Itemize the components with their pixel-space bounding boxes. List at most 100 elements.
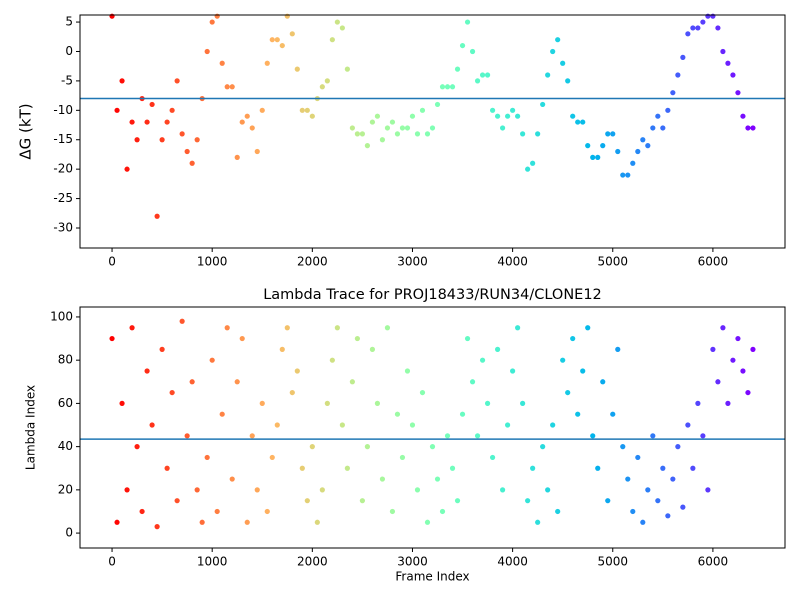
y-tick-label: -25	[53, 191, 73, 205]
point	[404, 125, 411, 131]
point	[695, 25, 701, 31]
point	[209, 19, 215, 25]
point	[269, 454, 275, 461]
point	[424, 131, 431, 137]
point	[650, 433, 656, 439]
point	[409, 422, 416, 428]
point	[575, 411, 581, 417]
point	[474, 78, 481, 84]
point	[164, 119, 170, 125]
point	[660, 125, 666, 131]
point	[239, 335, 245, 342]
point	[570, 113, 576, 119]
x-tick-label: 3000	[397, 255, 428, 269]
point	[329, 37, 335, 43]
x-tick-label: 4000	[497, 555, 528, 569]
x-tick-label: 6000	[698, 555, 729, 569]
point	[710, 13, 716, 19]
point	[535, 131, 541, 137]
point	[735, 90, 741, 96]
point	[159, 346, 165, 352]
point	[459, 411, 466, 417]
point	[494, 346, 501, 352]
point	[374, 113, 381, 119]
point	[419, 107, 426, 113]
point	[149, 101, 155, 108]
point	[520, 400, 526, 406]
point	[309, 113, 315, 119]
point	[610, 131, 616, 137]
point	[389, 119, 396, 125]
point	[444, 84, 451, 90]
point	[129, 325, 135, 331]
point	[484, 400, 491, 406]
point	[620, 444, 626, 450]
point	[189, 379, 195, 385]
point	[750, 346, 756, 352]
point	[114, 107, 120, 113]
point	[505, 422, 511, 428]
point	[394, 411, 401, 417]
axes-frame	[79, 306, 786, 549]
point	[595, 465, 601, 471]
point	[179, 318, 185, 324]
point	[635, 148, 641, 155]
point	[429, 444, 436, 450]
point	[264, 60, 270, 66]
point	[294, 368, 300, 374]
point	[555, 508, 561, 515]
point	[399, 454, 406, 461]
point	[344, 465, 350, 471]
point	[550, 48, 556, 55]
point	[169, 107, 175, 113]
point	[710, 346, 716, 352]
point	[429, 125, 436, 131]
y-tick-label: -30	[53, 220, 73, 234]
point	[670, 476, 676, 482]
point	[479, 357, 486, 363]
point	[414, 131, 421, 137]
point	[339, 422, 345, 428]
point	[434, 101, 441, 108]
point	[194, 487, 200, 493]
point	[489, 107, 496, 113]
point	[379, 476, 386, 482]
point	[645, 143, 651, 149]
point	[444, 433, 451, 439]
point	[384, 325, 391, 331]
point	[359, 498, 366, 504]
x-tick-label: 2000	[297, 255, 328, 269]
point	[580, 119, 586, 125]
point	[545, 487, 551, 493]
x-tick-label: 5000	[597, 255, 628, 269]
point	[334, 19, 340, 25]
point	[259, 107, 265, 113]
point	[469, 48, 476, 55]
point	[249, 125, 255, 131]
point	[680, 54, 686, 60]
point	[359, 131, 366, 137]
point	[409, 113, 416, 119]
point	[570, 335, 576, 342]
point	[640, 137, 646, 143]
point	[735, 335, 741, 342]
point	[109, 335, 115, 342]
point	[479, 72, 486, 78]
point	[319, 487, 325, 493]
point	[319, 84, 325, 90]
point	[299, 107, 305, 113]
point	[454, 66, 461, 72]
point	[625, 476, 631, 482]
y-tick-label: -5	[61, 73, 73, 87]
x-axis-label: Frame Index	[395, 570, 469, 584]
y-tick-label: 60	[58, 396, 73, 410]
chart-title: Lambda Trace for PROJ18433/RUN34/CLONE12	[263, 287, 602, 303]
y-tick-label: 0	[65, 44, 73, 58]
point	[484, 72, 491, 78]
x-tick-label: 1000	[197, 555, 228, 569]
point	[184, 148, 190, 155]
point	[645, 487, 651, 493]
point	[590, 154, 596, 160]
point	[234, 379, 240, 385]
point	[454, 498, 461, 504]
